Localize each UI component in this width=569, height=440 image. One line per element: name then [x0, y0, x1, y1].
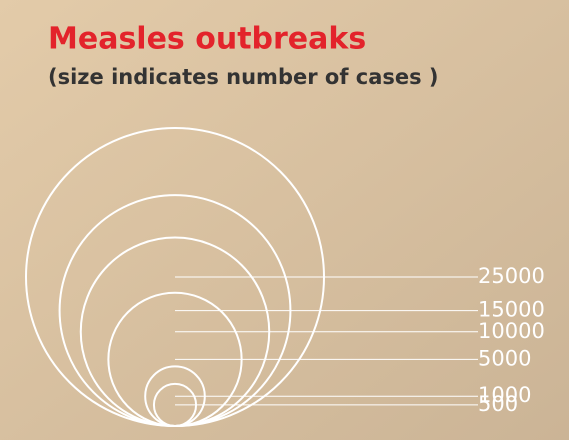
size-label: 15000	[478, 298, 545, 322]
chart-title: Measles outbreaks	[48, 22, 366, 57]
size-label: 500	[478, 392, 518, 416]
size-label: 5000	[478, 346, 531, 370]
size-label: 10000	[478, 319, 545, 343]
size-label: 25000	[478, 264, 545, 288]
chart-subtitle: (size indicates number of cases )	[48, 65, 439, 89]
size-label: 1000	[478, 383, 531, 407]
